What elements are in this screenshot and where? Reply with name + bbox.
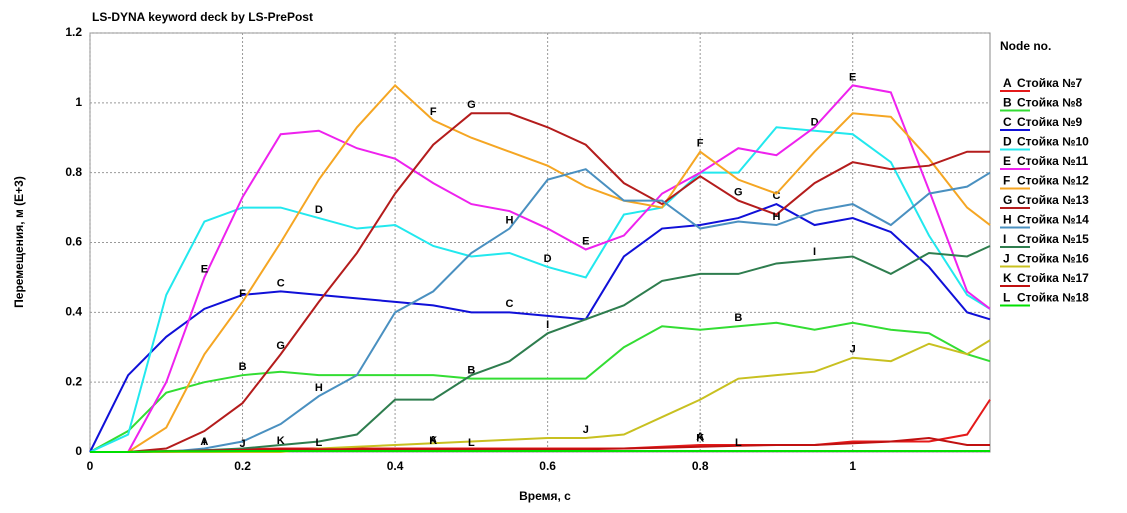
chart-title: LS-DYNA keyword deck by LS-PrePost (92, 10, 313, 24)
curve-marker: A (200, 436, 208, 448)
x-tick-label: 0 (87, 459, 94, 473)
legend-title: Node no. (1000, 39, 1051, 53)
y-axis-label: Перемещения, м (E+3) (12, 176, 26, 308)
series-line (90, 449, 990, 453)
curve-marker: D (544, 253, 552, 265)
legend-marker: A (1003, 76, 1012, 90)
series-line (90, 339, 991, 453)
legend-label: Стойка №15 (1017, 232, 1089, 246)
curve-marker: E (582, 235, 589, 247)
legend-marker: K (1003, 271, 1012, 285)
legend-marker: D (1003, 135, 1012, 149)
legend-marker: H (1003, 213, 1012, 227)
series-line (90, 168, 991, 453)
series-line (90, 112, 990, 453)
curve-marker: K (696, 433, 704, 445)
curve-marker: G (467, 99, 476, 111)
curve-marker: L (468, 437, 475, 449)
x-axis-label: Время, с (519, 489, 571, 503)
legend-label: Стойка №12 (1017, 174, 1089, 188)
curve-marker: F (239, 288, 246, 300)
series-line (90, 83, 991, 453)
x-tick-label: 0.4 (387, 459, 404, 473)
curve-marker: B (734, 312, 742, 324)
curve-marker: C (277, 277, 285, 289)
legend-marker: G (1003, 193, 1012, 207)
curve-marker: K (429, 435, 437, 447)
y-tick-label: 0 (75, 444, 82, 458)
legend-label: Стойка №18 (1017, 291, 1089, 305)
legend-label: Стойка №17 (1017, 271, 1089, 285)
series-line (90, 437, 990, 453)
curve-marker: E (849, 71, 856, 83)
legend-label: Стойка №14 (1017, 213, 1089, 227)
curve-marker: J (583, 424, 589, 436)
curve-marker: J (850, 344, 856, 356)
legend-marker: I (1003, 232, 1006, 246)
curve-marker: K (277, 435, 285, 447)
curve-marker: B (239, 361, 247, 373)
legend-marker: B (1003, 96, 1012, 110)
legend-label: Стойка №16 (1017, 252, 1089, 266)
series-line (89, 202, 991, 453)
curve-marker: A (429, 434, 437, 446)
curve-marker: C (772, 190, 780, 202)
legend-label: Стойка №8 (1017, 96, 1082, 110)
series-line (90, 245, 991, 453)
legend-label: Стойка №11 (1017, 154, 1088, 168)
legend-marker: C (1003, 115, 1012, 129)
x-tick-label: 0.6 (539, 459, 556, 473)
legend-label: Стойка №10 (1017, 135, 1089, 149)
curve-marker: J (239, 438, 245, 450)
y-tick-label: 0.8 (65, 165, 82, 179)
y-tick-label: 0.6 (65, 235, 82, 249)
curve-marker: G (276, 340, 285, 352)
series-line (89, 321, 991, 453)
curve-marker: D (315, 204, 323, 216)
legend-marker: L (1003, 291, 1010, 305)
curve-marker: B (467, 365, 475, 377)
curve-marker: H (506, 214, 514, 226)
curve-marker: H (772, 211, 780, 223)
curve-marker: I (546, 319, 549, 331)
curve-marker: I (203, 436, 206, 448)
x-tick-label: 1 (849, 459, 856, 473)
curve-marker: C (506, 298, 514, 310)
curve-marker: A (696, 431, 704, 443)
legend-label: Стойка №7 (1017, 76, 1082, 90)
curve-marker: I (813, 246, 816, 258)
y-tick-label: 1.2 (65, 25, 82, 39)
curve-marker: G (734, 187, 743, 199)
x-tick-label: 0.8 (692, 459, 709, 473)
curve-marker: D (811, 117, 819, 129)
curve-marker: L (315, 437, 322, 449)
series-line (90, 84, 991, 453)
curve-marker: E (201, 263, 208, 275)
curve-marker: F (430, 106, 437, 118)
series-line (89, 126, 991, 453)
curve-marker: H (315, 382, 323, 394)
legend-marker: F (1003, 174, 1010, 188)
legend-label: Стойка №9 (1017, 115, 1082, 129)
legend-marker: J (1003, 252, 1010, 266)
legend-marker: E (1003, 154, 1011, 168)
curve-marker: L (735, 437, 742, 449)
y-tick-label: 0.2 (65, 374, 82, 388)
x-tick-label: 0.2 (234, 459, 251, 473)
y-tick-label: 1 (75, 95, 82, 109)
legend-label: Стойка №13 (1017, 193, 1089, 207)
curve-marker: F (697, 138, 704, 150)
y-tick-label: 0.4 (65, 305, 82, 319)
